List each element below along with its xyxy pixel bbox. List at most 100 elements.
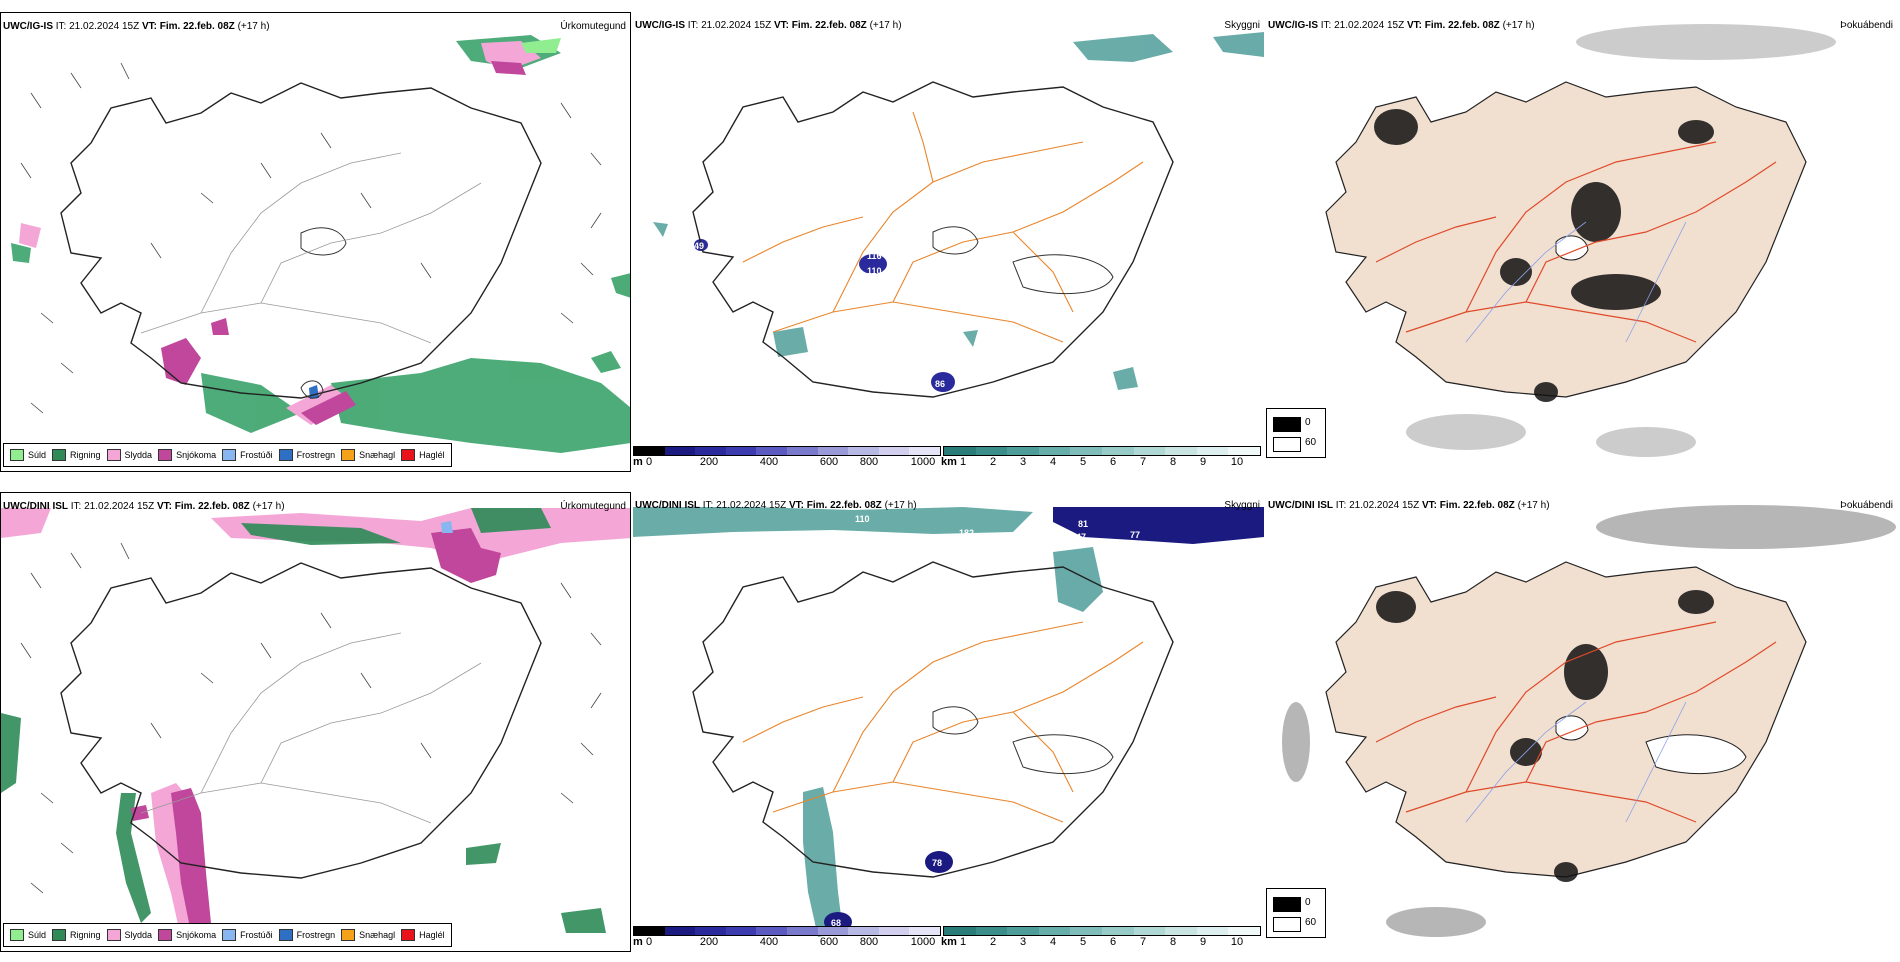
- parameter-name: Skyggni: [1224, 20, 1260, 31]
- tick-label: 9: [1199, 456, 1207, 468]
- lead-time: (+17 h): [869, 20, 902, 31]
- meter-ticks: 0 200 400 600 800 1000: [633, 936, 939, 950]
- visibility-map: 116 110 49 86 117 96 398: [653, 32, 1264, 426]
- km-ticks: 1 2 3 4 5 6 7 8 9 10: [943, 936, 1259, 950]
- meter-colorbar: [633, 926, 941, 936]
- tick-label: 800: [859, 456, 879, 468]
- vis-value-label: 77: [1130, 530, 1140, 540]
- km-unit: km: [941, 456, 957, 468]
- tick-label: 7: [1139, 456, 1147, 468]
- tick-label: 10: [1230, 456, 1244, 468]
- legend-swatch: [10, 449, 24, 461]
- tick-label: 2: [989, 936, 997, 948]
- parameter-name: Úrkomutegund: [560, 501, 626, 512]
- init-time: IT: 21.02.2024 15Z: [702, 500, 787, 511]
- legend-label: Snæhagl: [359, 450, 396, 460]
- legend-swatch: [222, 929, 237, 941]
- init-time: IT: 21.02.2024 15Z: [687, 20, 772, 31]
- legend-item-slydda: Slydda: [106, 449, 152, 461]
- legend-label: Frostregn: [296, 930, 336, 940]
- legend-swatch: [341, 449, 356, 461]
- legend-item-slydda: Slydda: [106, 929, 153, 941]
- legend-label: Haglél: [419, 450, 445, 460]
- lead-time: (+17 h): [252, 501, 285, 512]
- vis-value-label: 398: [963, 416, 978, 426]
- model-name: UWC/DINI ISL: [635, 500, 700, 511]
- vis-value-label: 110: [855, 514, 870, 524]
- vis-value-label: 182: [959, 528, 974, 538]
- legend-item-snjokoma: Snjókoma: [158, 449, 216, 461]
- tick-label: 9: [1199, 936, 1207, 948]
- vis-value-label: 110: [867, 266, 882, 276]
- tick-label: 6: [1109, 456, 1117, 468]
- km-colorbar: [943, 446, 1261, 456]
- fog-index-map: [1282, 505, 1896, 937]
- vis-value-label: 57: [705, 724, 715, 734]
- legend-item-rigning: Rigning: [52, 449, 101, 461]
- valid-time: VT: Fim. 22.feb. 08Z: [141, 21, 235, 32]
- legend-item-haglel: Haglél: [401, 929, 445, 941]
- legend-item-frostudi: Frostúði: [222, 929, 273, 941]
- tick-label: 10: [1230, 936, 1244, 948]
- panel-precip-type-dini: UWC/DINI ISL IT: 21.02.2024 15Z VT: Fim.…: [0, 492, 631, 952]
- legend-swatch: [278, 929, 293, 941]
- tick-label: 200: [699, 936, 719, 948]
- fog-label-high: 60: [1305, 437, 1317, 448]
- parameter-name: Úrkomutegund: [560, 21, 626, 32]
- km-unit: km: [941, 936, 957, 948]
- meter-ticks: 0 200 400 600 800 1000: [633, 456, 939, 470]
- tick-label: 400: [759, 936, 779, 948]
- model-name: UWC/DINI ISL: [1268, 500, 1333, 511]
- panel-precip-type-ig: UWC/IG-IS IT: 21.02.2024 15Z VT: Fim. 22…: [0, 12, 631, 472]
- legend-label: Haglél: [419, 930, 445, 940]
- tick-label: 5: [1079, 936, 1087, 948]
- model-name: UWC/IG-IS: [3, 21, 53, 32]
- legend-swatch: [158, 929, 173, 941]
- tick-label: 2: [989, 456, 997, 468]
- panel-visibility-ig: UWC/IG-IS IT: 21.02.2024 15Z VT: Fim. 22…: [633, 12, 1264, 472]
- vis-value-label: 116: [867, 251, 882, 261]
- legend-swatch: [106, 929, 121, 941]
- fog-index-map: [1325, 24, 1836, 457]
- legend-item-frostudi: Frostúði: [222, 449, 273, 461]
- init-time: IT: 21.02.2024 15Z: [55, 21, 140, 32]
- valid-time: VT: Fim. 22.feb. 08Z: [156, 501, 250, 512]
- tick-label: 800: [859, 936, 879, 948]
- vis-value-label: 68: [831, 918, 841, 928]
- fog-legend: 0 60: [1266, 408, 1326, 458]
- legend-item-haglel: Haglél: [401, 449, 445, 461]
- legend-label: Slydda: [124, 930, 153, 940]
- row-dini-isl: UWC/DINI ISL IT: 21.02.2024 15Z VT: Fim.…: [0, 492, 1900, 962]
- lead-time: (+17 h): [884, 500, 917, 511]
- tick-label: 0: [645, 456, 653, 468]
- panel-fog-index-ig: UWC/IG-IS IT: 21.02.2024 15Z VT: Fim. 22…: [1266, 12, 1897, 472]
- tick-label: 8: [1169, 456, 1177, 468]
- visibility-map: 110 182 81 147 77 57 78 68: [633, 507, 1264, 937]
- legend-swatch: [222, 449, 237, 461]
- legend-swatch: [278, 449, 293, 461]
- valid-time: VT: Fim. 22.feb. 08Z: [788, 500, 882, 511]
- tick-label: 8: [1169, 936, 1177, 948]
- legend-label: Snjókoma: [176, 450, 217, 460]
- vis-value-label: 78: [932, 858, 942, 868]
- legend-swatch: [52, 929, 67, 941]
- legend-swatch: [52, 449, 67, 461]
- vis-value-label: 49: [694, 241, 704, 251]
- legend-item-rigning: Rigning: [52, 929, 101, 941]
- legend-item-snaehagl: Snæhagl: [341, 449, 395, 461]
- fog-swatch-high: [1273, 917, 1301, 932]
- meter-colorbar: [633, 446, 941, 456]
- vis-value-label: 86: [935, 379, 945, 389]
- lead-time: (+17 h): [1517, 500, 1550, 511]
- lead-time: (+17 h): [237, 21, 270, 32]
- tick-label: 3: [1019, 936, 1027, 948]
- init-time: IT: 21.02.2024 15Z: [70, 501, 155, 512]
- tick-label: 4: [1049, 456, 1057, 468]
- parameter-name: Þokuábendi: [1840, 20, 1893, 31]
- tick-label: 200: [699, 456, 719, 468]
- model-name: UWC/IG-IS: [1268, 20, 1318, 31]
- km-ticks: 1 2 3 4 5 6 7 8 9 10: [943, 456, 1259, 470]
- legend-label: Rigning: [70, 930, 101, 940]
- tick-label: 4: [1049, 936, 1057, 948]
- model-name: UWC/IG-IS: [635, 20, 685, 31]
